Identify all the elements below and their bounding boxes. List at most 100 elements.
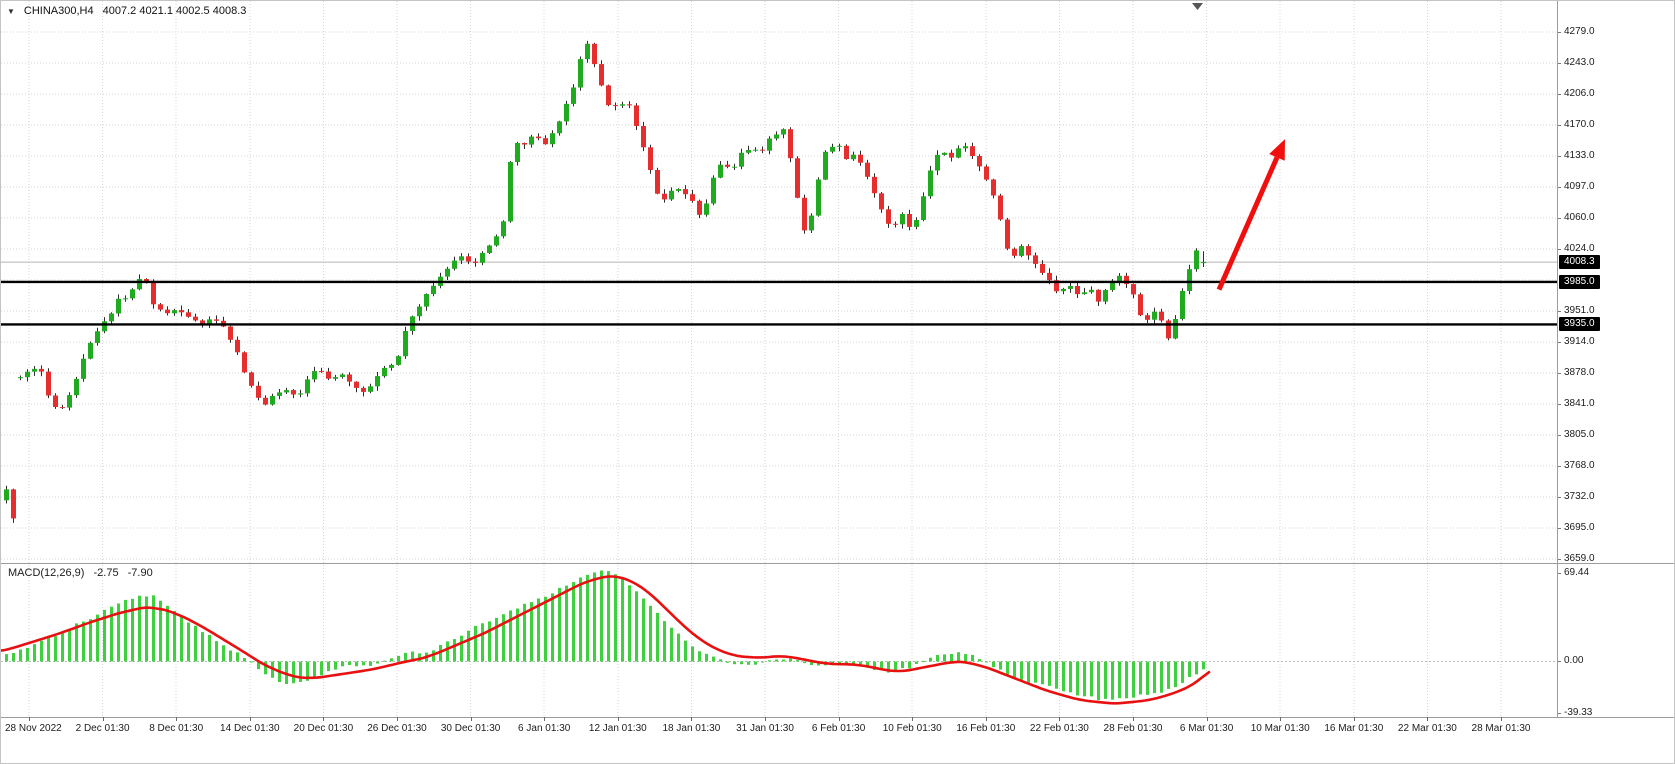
- time-scale[interactable]: 28 Nov 2022 2 Dec 01:30 8 Dec 01:30 14 Dec …: [1, 717, 1557, 763]
- price-tick-label: 4279.0: [1564, 26, 1595, 37]
- macd-histogram-bar: [1153, 661, 1156, 694]
- candle-body: [872, 176, 877, 194]
- candle-body: [1180, 291, 1185, 319]
- macd-histogram-bar: [663, 621, 666, 662]
- macd-histogram-bar: [670, 627, 673, 662]
- macd-histogram-bar: [691, 646, 694, 662]
- candle-body: [529, 136, 534, 145]
- candle-body: [858, 154, 863, 163]
- macd-histogram-bar: [26, 647, 29, 662]
- symbol-timeframe-label: CHINA300,H4: [23, 5, 94, 17]
- macd-histogram-bar: [579, 577, 582, 662]
- time-tick-mark: [1501, 717, 1502, 721]
- macd-histogram-bar: [621, 578, 624, 662]
- candle-body: [389, 364, 394, 368]
- macd-histogram-bar: [1132, 661, 1135, 698]
- candle-body: [480, 252, 485, 263]
- candle-body: [291, 390, 296, 395]
- candle-body: [165, 309, 170, 314]
- macd-scale-label: 0.00: [1564, 655, 1584, 666]
- macd-histogram-bar: [922, 661, 925, 662]
- candle-body: [557, 121, 562, 134]
- time-tick-mark: [912, 717, 914, 721]
- panel-separator[interactable]: [1, 563, 1674, 564]
- candle-body: [984, 166, 989, 180]
- macd-histogram-bar: [47, 638, 50, 662]
- macd-histogram-bar: [1076, 661, 1079, 696]
- trend-arrow-head[interactable]: [1269, 139, 1285, 161]
- candle-body: [606, 85, 611, 106]
- candle-body: [396, 356, 401, 365]
- macd-histogram-bar: [397, 655, 400, 662]
- macd-histogram-bar: [75, 623, 78, 662]
- macd-histogram-bar: [565, 585, 568, 662]
- trend-arrow-annotation[interactable]: [1216, 139, 1285, 291]
- macd-histogram-bar: [362, 661, 365, 666]
- candle-body: [746, 150, 751, 153]
- candle-body: [319, 371, 324, 373]
- macd-histogram-bar: [628, 585, 631, 662]
- macd-histogram-bar: [320, 661, 323, 676]
- symbol-dropdown-icon[interactable]: ▼: [7, 6, 15, 16]
- trend-arrow-shaft[interactable]: [1216, 156, 1280, 291]
- macd-histogram-bar: [894, 661, 897, 672]
- macd-histogram-bar: [432, 650, 435, 662]
- macd-histogram-bar: [5, 654, 8, 662]
- candle-body: [599, 64, 604, 86]
- time-tick-label: 28 Nov 2022: [5, 723, 62, 734]
- time-tick-label: 6 Jan 01:30: [518, 723, 571, 734]
- candle-body: [403, 331, 408, 357]
- candle-body: [1054, 280, 1059, 292]
- candle-body: [214, 319, 219, 321]
- price-tick-mark: [1558, 249, 1561, 250]
- candle-body: [564, 103, 569, 122]
- macd-histogram-bar: [796, 660, 799, 662]
- macd-histogram-bar: [803, 661, 806, 664]
- chart-shift-marker-icon: [1192, 3, 1203, 10]
- time-tick-label: 31 Jan 01:30: [736, 723, 794, 734]
- macd-histogram-bar: [971, 654, 974, 662]
- macd-histogram-bar: [705, 653, 708, 662]
- macd-histogram-bar: [306, 661, 309, 681]
- price-tick-label: 4170.0: [1564, 119, 1595, 130]
- macd-signal-line: [1, 575, 1211, 705]
- candle-body: [284, 390, 289, 393]
- candle-body: [921, 196, 926, 220]
- macd-histogram-bar: [1041, 661, 1044, 685]
- price-scale[interactable]: 4279.0 4243.0 4206.0 4170.0 4133.0 4097.0 4060…: [1558, 1, 1674, 718]
- macd-histogram-bar: [1139, 661, 1142, 695]
- candle-body: [1040, 263, 1045, 273]
- candle-body: [424, 294, 429, 307]
- price-tick-mark: [1558, 342, 1561, 343]
- candle-body: [193, 316, 198, 321]
- macd-histogram-bar: [677, 633, 680, 662]
- candle-body: [25, 371, 30, 378]
- macd-histogram-bar: [341, 661, 344, 667]
- candle-body: [186, 312, 191, 317]
- candle-body: [886, 209, 891, 224]
- candle-body: [802, 197, 807, 231]
- macd-histogram-bar: [313, 661, 316, 679]
- macd-histogram-bar: [481, 623, 484, 662]
- chart-canvas[interactable]: [1, 1, 1557, 717]
- time-tick-label: 8 Dec 01:30: [149, 723, 204, 734]
- candle-body: [935, 154, 940, 171]
- macd-histogram-bar: [719, 659, 722, 662]
- candle-body: [1019, 246, 1024, 256]
- time-tick-label: 16 Feb 01:30: [956, 723, 1016, 734]
- candle-body: [242, 352, 247, 373]
- candle-body: [879, 193, 884, 210]
- macd-histogram-bar: [642, 598, 645, 662]
- candle-body: [1117, 275, 1122, 283]
- macd-histogram-bar: [789, 658, 792, 662]
- candle-body: [326, 371, 331, 379]
- macd-histogram-bar: [985, 661, 988, 663]
- macd-histogram-bar: [936, 655, 939, 662]
- macd-histogram-bar: [33, 644, 36, 662]
- macd-histogram-bar: [1167, 661, 1170, 689]
- price-tick-label: 3914.0: [1564, 336, 1595, 347]
- macd-tick-mark: [1558, 713, 1561, 714]
- macd-histogram-bar: [82, 621, 85, 662]
- candle-body: [109, 313, 114, 322]
- candle-body: [634, 105, 639, 126]
